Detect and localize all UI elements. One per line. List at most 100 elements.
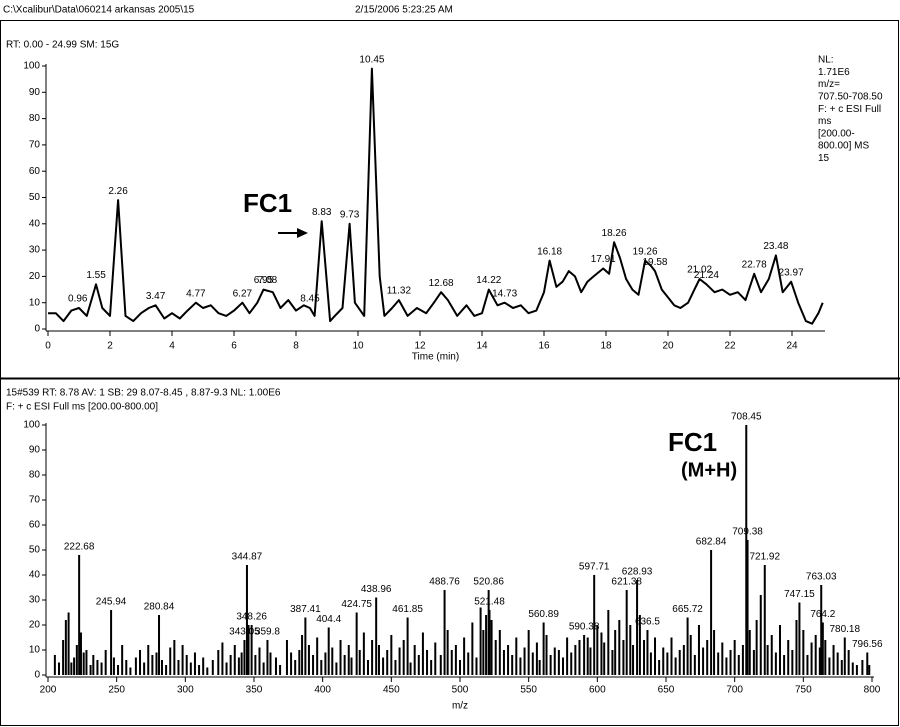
peak xyxy=(741,645,744,675)
peak-label: 709.38 xyxy=(732,527,763,538)
peak xyxy=(697,625,700,675)
peak xyxy=(312,655,315,675)
peak xyxy=(100,662,103,675)
peak xyxy=(294,660,297,675)
peak xyxy=(783,655,786,675)
peak xyxy=(160,660,163,675)
peak xyxy=(682,645,685,675)
peak xyxy=(53,655,56,675)
y-tick-label: 0 xyxy=(34,324,40,335)
peak xyxy=(355,612,358,675)
y-tick-label: 10 xyxy=(29,297,41,308)
peak xyxy=(638,615,641,675)
x-tick-label: 500 xyxy=(452,685,469,696)
peak-label: 0.96 xyxy=(68,294,88,305)
peak xyxy=(366,660,369,675)
peak xyxy=(733,640,736,675)
peak xyxy=(439,655,442,675)
peak xyxy=(324,652,327,675)
peak xyxy=(377,645,380,675)
peak xyxy=(629,625,632,675)
peak xyxy=(129,667,132,675)
x-tick-label: 350 xyxy=(246,685,263,696)
peak xyxy=(778,625,781,675)
peak xyxy=(279,665,282,675)
peak xyxy=(301,635,304,675)
x-tick-label: 20 xyxy=(662,341,674,352)
x-tick-label: 8 xyxy=(293,341,299,352)
peak xyxy=(763,565,766,675)
peak xyxy=(406,617,409,675)
peak xyxy=(840,660,843,675)
y-tick-label: 100 xyxy=(23,420,40,431)
annotation: FC1 xyxy=(243,188,292,218)
peak xyxy=(618,620,621,675)
peak-label: 520.86 xyxy=(473,577,504,588)
peak xyxy=(320,660,323,675)
peak xyxy=(649,652,652,675)
peak xyxy=(515,637,518,675)
peak xyxy=(394,660,397,675)
peak-label: 12.68 xyxy=(429,278,454,289)
peak xyxy=(181,645,184,675)
peak-label: 404.4 xyxy=(316,614,341,625)
peak xyxy=(155,652,158,675)
peak xyxy=(147,645,150,675)
peak xyxy=(434,642,437,675)
peak-label: 721.92 xyxy=(749,552,780,563)
peak xyxy=(269,652,272,675)
y-tick-label: 50 xyxy=(29,192,41,203)
annotation: (M+H) xyxy=(681,459,737,481)
peak-label: 359.8 xyxy=(255,627,280,638)
peak xyxy=(247,625,250,675)
peak xyxy=(636,580,639,675)
peak xyxy=(254,655,257,675)
file-path: C:\Xcalibur\Data\060214 arkansas 2005\15 xyxy=(3,5,195,16)
peak-label: 628.93 xyxy=(622,567,653,578)
peak xyxy=(402,640,405,675)
peak xyxy=(654,637,657,675)
peak xyxy=(855,665,858,675)
peak-label: 10.45 xyxy=(359,54,384,65)
x-tick-label: 200 xyxy=(40,685,57,696)
x-tick-label: 450 xyxy=(383,685,400,696)
peak xyxy=(717,652,720,675)
peak xyxy=(729,650,732,675)
peak-label: 796.56 xyxy=(852,639,883,650)
peak xyxy=(165,665,168,675)
info-line: [200.00- xyxy=(818,128,855,139)
peak-label: 590.38 xyxy=(569,622,600,633)
peak xyxy=(185,655,188,675)
y-tick-label: 30 xyxy=(29,595,41,606)
y-tick-label: 60 xyxy=(29,166,41,177)
peak xyxy=(632,645,635,675)
peak-label: 424.75 xyxy=(341,599,372,610)
peak xyxy=(670,637,673,675)
peak xyxy=(358,650,361,675)
peak xyxy=(463,637,466,675)
peak xyxy=(79,632,82,675)
peak-label: 245.94 xyxy=(96,597,127,608)
peak-label: 23.97 xyxy=(779,267,804,278)
peak xyxy=(347,645,350,675)
peak-label: 18.26 xyxy=(602,228,627,239)
x-tick-label: 650 xyxy=(658,685,675,696)
peak xyxy=(67,612,70,675)
peak xyxy=(766,645,769,675)
x-tick-label: 550 xyxy=(520,685,537,696)
y-tick-label: 100 xyxy=(23,61,40,72)
peak xyxy=(519,657,522,675)
peak xyxy=(398,647,401,675)
peak xyxy=(748,630,751,675)
peak xyxy=(523,647,526,675)
peak xyxy=(467,652,470,675)
subtitle: 15#539 RT: 8.78 AV: 1 SB: 29 8.07-8.45 ,… xyxy=(6,388,281,399)
peak-label: 780.18 xyxy=(829,624,860,635)
peak-label: 636.5 xyxy=(635,617,660,628)
peak xyxy=(662,647,665,675)
peak xyxy=(316,637,319,675)
info-line: ms xyxy=(818,116,831,127)
peak-label: 387.41 xyxy=(290,604,321,615)
